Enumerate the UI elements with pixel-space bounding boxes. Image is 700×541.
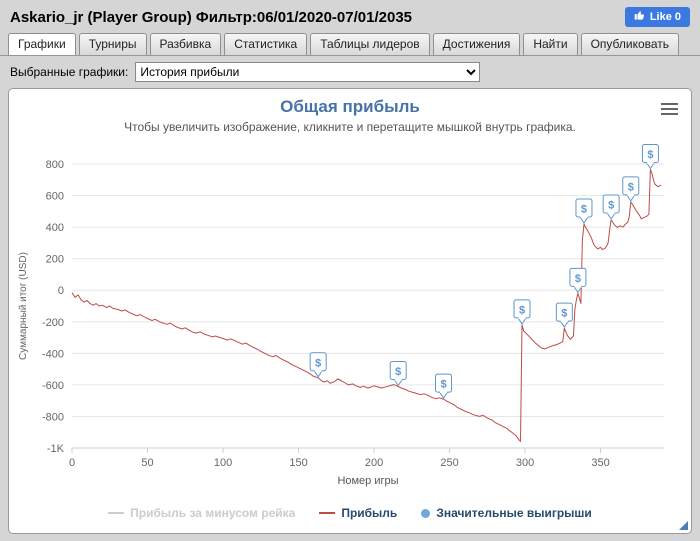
svg-text:-400: -400	[42, 348, 64, 360]
chart-container: Общая прибыль Чтобы увеличить изображени…	[8, 88, 692, 534]
profit-line-chart[interactable]: 800 600 400 200 0 -200 -400 -600 -800 -1K 0 50 100 15…	[14, 136, 686, 504]
chart-subtitle: Чтобы увеличить изображение, кликните и …	[124, 120, 576, 134]
svg-text:0: 0	[58, 285, 64, 297]
legend-dot-swatch	[421, 508, 431, 518]
like-button[interactable]: Like 0	[624, 7, 690, 27]
svg-text:$: $	[315, 357, 321, 369]
svg-text:-600: -600	[42, 380, 64, 392]
svg-text:0: 0	[69, 457, 75, 469]
svg-text:$: $	[440, 379, 446, 391]
chart-select[interactable]: История прибыли	[135, 62, 481, 82]
svg-text:600: 600	[46, 191, 64, 203]
filter-bar: Выбранные графики: История прибыли	[0, 56, 700, 88]
svg-text:$: $	[628, 181, 634, 193]
svg-text:200: 200	[365, 457, 383, 469]
svg-text:350: 350	[591, 457, 609, 469]
svg-text:$: $	[581, 203, 587, 215]
legend-line-swatch	[108, 512, 125, 514]
chart-select-label: Выбранные графики:	[10, 65, 129, 79]
tab-statistics[interactable]: Статистика	[224, 33, 308, 55]
svg-text:$: $	[575, 273, 581, 285]
svg-text:250: 250	[440, 457, 458, 469]
tab-achievements[interactable]: Достижения	[432, 33, 521, 55]
chart-legend: Прибыль за минусом рейка Прибыль Значите…	[9, 506, 691, 520]
svg-text:Номер игры: Номер игры	[337, 475, 398, 487]
like-button-label: Like 0	[649, 11, 681, 23]
legend-item-profit-minus-rake[interactable]: Прибыль за минусом рейка	[108, 506, 295, 520]
svg-text:150: 150	[289, 457, 307, 469]
svg-text:300: 300	[516, 457, 534, 469]
svg-text:-200: -200	[42, 317, 64, 329]
thumbs-up-icon	[634, 10, 645, 24]
page-header: Askario_jr (Player Group) Фильтр:06/01/2…	[0, 0, 700, 32]
svg-text:200: 200	[46, 254, 64, 266]
tab-tournaments[interactable]: Турниры	[78, 33, 147, 55]
svg-text:$: $	[608, 200, 614, 212]
tab-breakdown[interactable]: Разбивка	[149, 33, 222, 55]
chart-title: Общая прибыль	[280, 97, 420, 116]
tab-publish[interactable]: Опубликовать	[580, 33, 680, 55]
svg-text:400: 400	[46, 222, 64, 234]
svg-text:$: $	[647, 149, 653, 161]
svg-text:50: 50	[141, 457, 153, 469]
page-title: Askario_jr (Player Group) Фильтр:06/01/2…	[10, 8, 412, 26]
legend-line-swatch	[319, 512, 336, 514]
chart-menu-icon[interactable]	[661, 100, 678, 118]
tab-find[interactable]: Найти	[523, 33, 578, 55]
svg-text:$: $	[519, 304, 525, 316]
resize-handle-icon[interactable]	[679, 521, 688, 530]
svg-text:$: $	[395, 366, 401, 378]
legend-label: Значительные выигрыши	[436, 506, 592, 520]
legend-label: Прибыль	[341, 506, 398, 520]
legend-item-significant-wins[interactable]: Значительные выигрыши	[421, 506, 592, 520]
svg-text:800: 800	[46, 159, 64, 171]
svg-text:100: 100	[214, 457, 232, 469]
svg-text:-1K: -1K	[47, 443, 65, 455]
svg-text:-800: -800	[42, 411, 64, 423]
tab-bar: Графики Турниры Разбивка Статистика Табл…	[0, 32, 700, 56]
tab-charts[interactable]: Графики	[8, 33, 76, 55]
svg-text:$: $	[561, 308, 567, 320]
tab-leaderboards[interactable]: Таблицы лидеров	[310, 33, 430, 55]
legend-label: Прибыль за минусом рейка	[130, 506, 296, 520]
svg-text:Суммарный итог (USD): Суммарный итог (USD)	[18, 252, 29, 360]
legend-item-profit[interactable]: Прибыль	[319, 506, 397, 520]
